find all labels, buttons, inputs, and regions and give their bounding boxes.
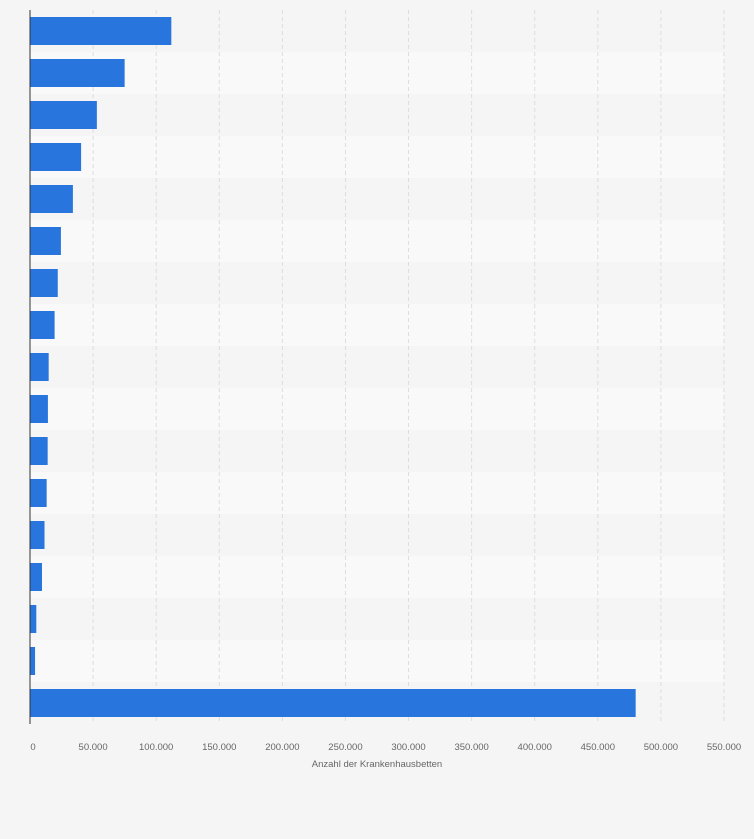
row-band: [30, 598, 724, 640]
x-tick-label: 550.000: [707, 742, 741, 753]
bar[interactable]: [30, 17, 172, 45]
x-tick-label: 500.000: [644, 742, 678, 753]
x-tick-label: 250.000: [328, 742, 362, 753]
x-tick-label: 450.000: [581, 742, 615, 753]
x-tick-label: 350.000: [454, 742, 488, 753]
x-tick-label: 50.000: [79, 742, 108, 753]
bar[interactable]: [30, 101, 97, 129]
bar[interactable]: [30, 353, 49, 381]
x-tick-labels: 0 50.000 100.000 150.000 200.000 250.000 300.0…: [30, 742, 741, 753]
bar[interactable]: [30, 437, 48, 465]
bar[interactable]: [30, 227, 61, 255]
row-band: [30, 430, 724, 472]
row-band: [30, 346, 724, 388]
x-gridlines: [92, 10, 725, 724]
x-tick-label: 150.000: [202, 742, 236, 753]
row-band: [30, 472, 724, 514]
bar[interactable]: [30, 479, 47, 507]
row-band: [30, 136, 724, 178]
row-band: [30, 178, 724, 220]
row-band: [30, 388, 724, 430]
x-tick-label: 200.000: [265, 742, 299, 753]
x-tick-label: 0: [30, 742, 35, 753]
x-tick-label: 300.000: [391, 742, 425, 753]
row-band: [30, 52, 724, 94]
row-band: [30, 304, 724, 346]
bar[interactable]: [30, 563, 42, 591]
row-band: [30, 640, 724, 682]
bar[interactable]: [30, 689, 636, 717]
bar[interactable]: [30, 395, 48, 423]
bar[interactable]: [30, 269, 58, 297]
row-band: [30, 94, 724, 136]
bar[interactable]: [30, 185, 73, 213]
x-tick-label: 100.000: [139, 742, 173, 753]
row-band: [30, 514, 724, 556]
bars: [30, 17, 636, 717]
x-tick-label: 400.000: [518, 742, 552, 753]
row-band: [30, 262, 724, 304]
x-axis-label: Anzahl der Krankenhausbetten: [312, 759, 442, 770]
bar[interactable]: [30, 647, 36, 675]
row-band: [30, 556, 724, 598]
row-bands: [30, 10, 724, 724]
row-band: [30, 220, 724, 262]
bar[interactable]: [30, 143, 82, 171]
bar[interactable]: [30, 311, 55, 339]
bar[interactable]: [30, 605, 37, 633]
bar[interactable]: [30, 59, 125, 87]
bar[interactable]: [30, 521, 45, 549]
